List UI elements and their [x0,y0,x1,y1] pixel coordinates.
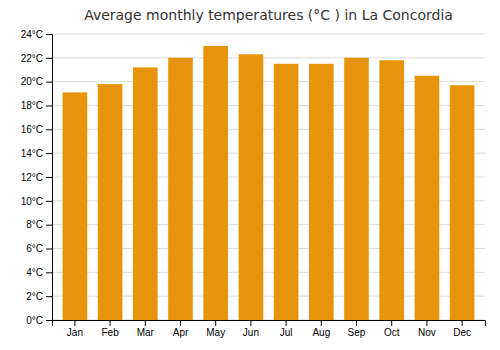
y-tick-label: 24°C [21,29,43,40]
y-tick-mark [46,225,52,226]
bar [98,84,123,320]
bar [379,60,404,320]
x-tick-mark [462,320,463,326]
x-axis: Jan Feb Mar Apr May Jun Jul Aug Sep Oct Nov Dec [53,320,486,338]
bar [63,92,88,320]
y-tick-label: 12°C [21,172,43,183]
y-tick-mark [46,296,52,297]
y-tick: 14°C [21,148,52,159]
grid-line [52,57,485,58]
bar [344,58,369,320]
x-tick: Dec [453,320,471,338]
y-tick: 22°C [21,53,52,64]
y-tick: 24°C [21,29,52,40]
y-tick-label: 10°C [21,196,43,207]
y-tick-mark [46,34,52,35]
y-tick-label: 6°C [26,243,43,254]
x-axis-line [53,321,486,327]
bar [450,85,475,320]
x-tick-label: Feb [101,327,119,338]
y-tick-label: 22°C [21,53,43,64]
grid-line [52,34,485,35]
y-tick-label: 8°C [26,219,43,230]
x-tick-mark [426,320,427,326]
y-tick: 20°C [21,76,52,87]
x-tick-label: Apr [173,327,189,338]
y-tick-label: 18°C [21,100,43,111]
bar [203,46,228,320]
y-tick: 8°C [26,219,52,230]
y-tick-label: 14°C [21,148,43,159]
y-tick: 4°C [26,267,52,278]
x-tick: Oct [384,320,400,338]
chart: 0°C 2°C 4°C 6°C 8°C 10°C 12°C 14°C 16°C 18°C 20°C 2… [0,0,500,350]
y-tick-mark [46,177,52,178]
bar [133,67,158,320]
x-tick: Jun [243,320,259,338]
y-tick: 18°C [21,100,52,111]
x-tick-label: May [206,327,225,338]
x-tick-label: Dec [453,327,471,338]
x-tick-mark [321,320,322,326]
y-tick-label: 20°C [21,76,43,87]
y-tick: 16°C [21,124,52,135]
x-tick: Jan [67,320,83,338]
x-tick-label: Jan [67,327,83,338]
bar [309,64,334,320]
y-tick: 6°C [26,243,52,254]
x-tick-label: Nov [418,327,436,338]
y-tick-label: 16°C [21,124,43,135]
y-tick-mark [46,249,52,250]
title: Average monthly temperatures (°C ) in La… [84,7,453,23]
y-tick: 0°C [26,315,52,326]
x-tick-label: Mar [137,327,155,338]
y-tick-mark [46,272,52,273]
x-tick-label: Jul [280,327,293,338]
x-tick-label: Oct [384,327,400,338]
x-tick-mark [74,320,75,326]
x-tick-label: Jun [243,327,259,338]
y-axis-line [46,35,53,321]
plot: 0°C 2°C 4°C 6°C 8°C 10°C 12°C 14°C 16°C 18°C 20°C 2… [21,29,486,338]
y-tick-mark [46,106,52,107]
x-tick-label: Aug [312,327,330,338]
y-tick-label: 4°C [26,267,43,278]
x-tick-mark [391,320,392,326]
y-axis: 0°C 2°C 4°C 6°C 8°C 10°C 12°C 14°C 16°C 18°C 20°C 2… [21,29,53,326]
bar [168,58,193,320]
x-tick-mark [145,320,146,326]
y-tick-mark [46,153,52,154]
y-tick-mark [46,320,52,321]
x-tick-label: Sep [348,327,366,338]
bars [63,46,475,320]
y-tick: 10°C [21,196,52,207]
grid [52,34,485,320]
y-tick-mark [46,201,52,202]
y-tick-mark [46,82,52,83]
bar [415,76,440,320]
x-tick: May [206,320,225,338]
y-tick: 12°C [21,172,52,183]
x-tick-mark [110,320,111,326]
x-tick-mark [250,320,251,326]
x-tick: Jul [280,320,293,338]
x-tick: Mar [137,320,155,338]
x-tick-mark [180,320,181,326]
x-tick: Sep [348,320,366,338]
x-tick-mark [356,320,357,326]
x-tick: Feb [101,320,119,338]
x-tick-mark [286,320,287,326]
y-tick-label: 2°C [26,291,43,302]
x-tick: Nov [418,320,436,338]
y-tick-mark [46,58,52,59]
x-tick: Apr [173,320,189,338]
y-tick: 2°C [26,291,52,302]
y-tick-label: 0°C [26,315,43,326]
y-tick-mark [46,129,52,130]
x-tick-mark [215,320,216,326]
bar [274,64,299,320]
x-tick: Aug [312,320,330,338]
bar [239,54,264,320]
